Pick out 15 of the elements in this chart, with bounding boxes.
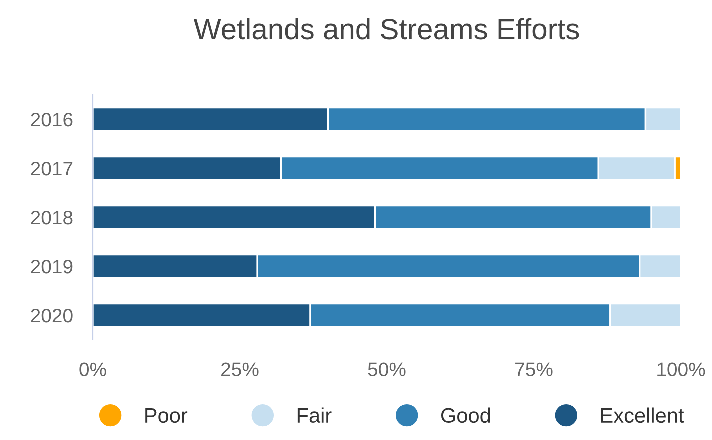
- x-tick-label: 50%: [368, 362, 406, 377]
- y-tick-label: 2019: [31, 260, 73, 274]
- x-tick-label: 25%: [222, 362, 259, 377]
- y-tick-label: 2017: [31, 162, 73, 176]
- x-tick-label: 0%: [80, 362, 106, 377]
- x-tick-label: 75%: [516, 362, 553, 377]
- x-tick-label: 100%: [658, 362, 706, 377]
- chart-title: Wetlands and Streams Efforts: [194, 18, 580, 40]
- y-tick-label: 2016: [31, 112, 73, 127]
- y-tick-label: 2018: [31, 210, 73, 225]
- y-tick-label: 2020: [31, 308, 73, 323]
- legend-label: Fair: [298, 408, 332, 424]
- legend-label: Excellent: [601, 408, 684, 424]
- legend-label: Good: [441, 408, 490, 424]
- legend-label: Poor: [146, 408, 188, 424]
